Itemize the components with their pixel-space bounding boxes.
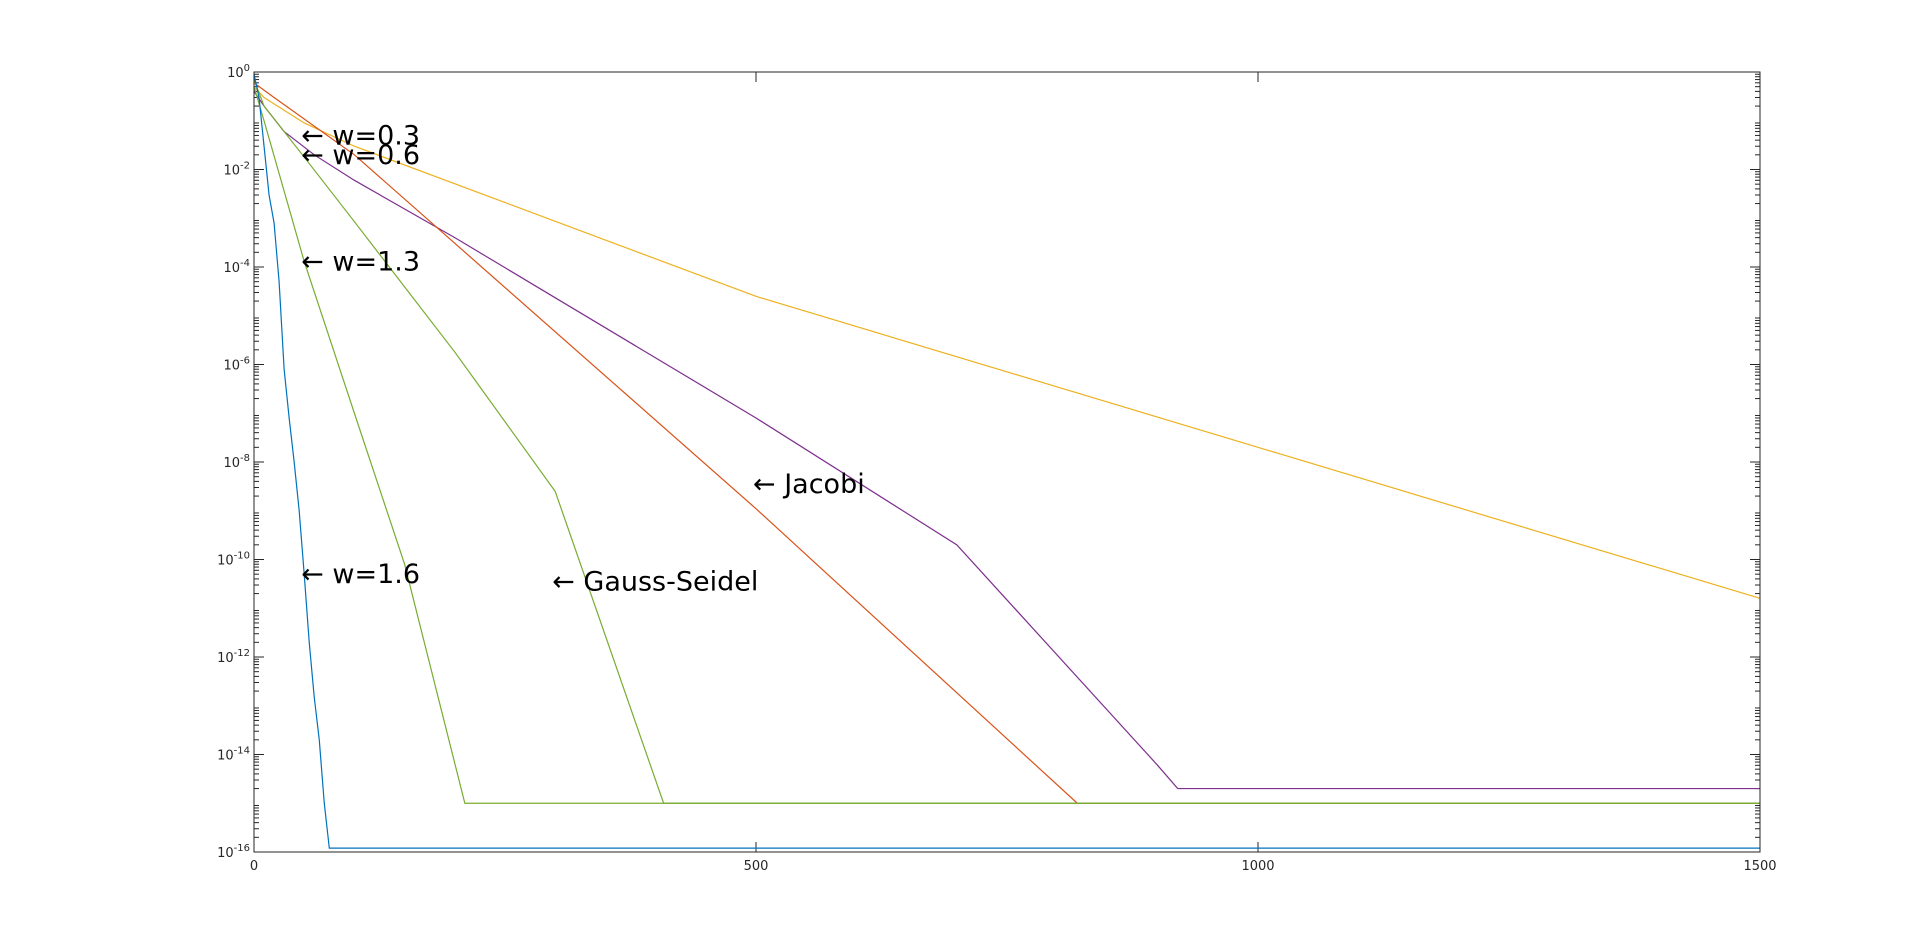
annotation-label: ← w=0.6: [301, 140, 420, 171]
y-tick-label-base: 10: [217, 846, 234, 861]
axis-ticks: [253, 71, 1761, 853]
y-tick-label-exponent: -16: [234, 843, 250, 854]
y-tick-label: 10-16: [217, 843, 250, 861]
y-tick-label-base: 10: [217, 651, 234, 666]
series-line-w16: [253, 74, 1760, 849]
y-tick-label-exponent: -4: [240, 258, 250, 269]
annotation-label: ← Gauss-Seidel: [552, 567, 758, 598]
x-tick-label: 500: [744, 859, 769, 874]
annotations: ← w=0.3← w=0.6 ← w=1.3 ← w=1.6 ← Jacobi ← Ga…: [301, 120, 865, 597]
y-tick-label-exponent: -12: [234, 648, 250, 659]
plot-frame: [253, 71, 1761, 853]
x-tick-label: 0: [250, 859, 258, 874]
series-line-w03: [253, 86, 1761, 599]
y-tick-label-base: 10: [217, 554, 234, 569]
x-tick-label: 1500: [1743, 859, 1776, 874]
series-lines: [253, 74, 1761, 849]
y-tick-label-exponent: -6: [240, 356, 250, 367]
y-tick-label-base: 10: [223, 164, 240, 179]
annotation-label: ← w=0.3: [301, 120, 420, 151]
y-tick-label-base: 10: [223, 456, 240, 471]
y-tick-label: 10-8: [223, 453, 250, 471]
y-tick-label: 10-10: [217, 551, 250, 569]
y-tick-label: 10-6: [223, 356, 250, 374]
y-tick-label: 10-2: [223, 161, 250, 179]
y-tick-label-exponent: -2: [240, 161, 250, 172]
y-tick-label-exponent: -10: [234, 551, 250, 562]
series-line-w13: [253, 86, 1760, 804]
y-tick-label: 100: [227, 63, 250, 81]
y-tick-label-base: 10: [223, 359, 240, 374]
y-tick-label-base: 10: [217, 749, 234, 764]
y-tick-label-base: 10: [227, 66, 244, 81]
annotation-label: ← w=1.3: [301, 246, 420, 277]
y-tick-label-exponent: 0: [244, 63, 250, 74]
y-tick-label: 10-4: [223, 258, 250, 276]
series-line-gauss: [253, 79, 1760, 804]
x-tick-label: 1000: [1241, 859, 1274, 874]
y-tick-label-exponent: -8: [240, 453, 250, 464]
y-tick-label: 10-12: [217, 648, 250, 666]
y-tick-label-exponent: -14: [234, 746, 250, 757]
y-tick-label: 10-14: [217, 746, 250, 764]
plot-background: [254, 72, 1760, 852]
y-tick-label-base: 10: [223, 261, 240, 276]
annotation-label: ← w=1.6: [301, 559, 420, 590]
axis-tick-labels: 0 500 1000 150010010-210-410-610-810-1010-1…: [217, 63, 1776, 874]
annotation-label: ← Jacobi: [753, 469, 865, 500]
